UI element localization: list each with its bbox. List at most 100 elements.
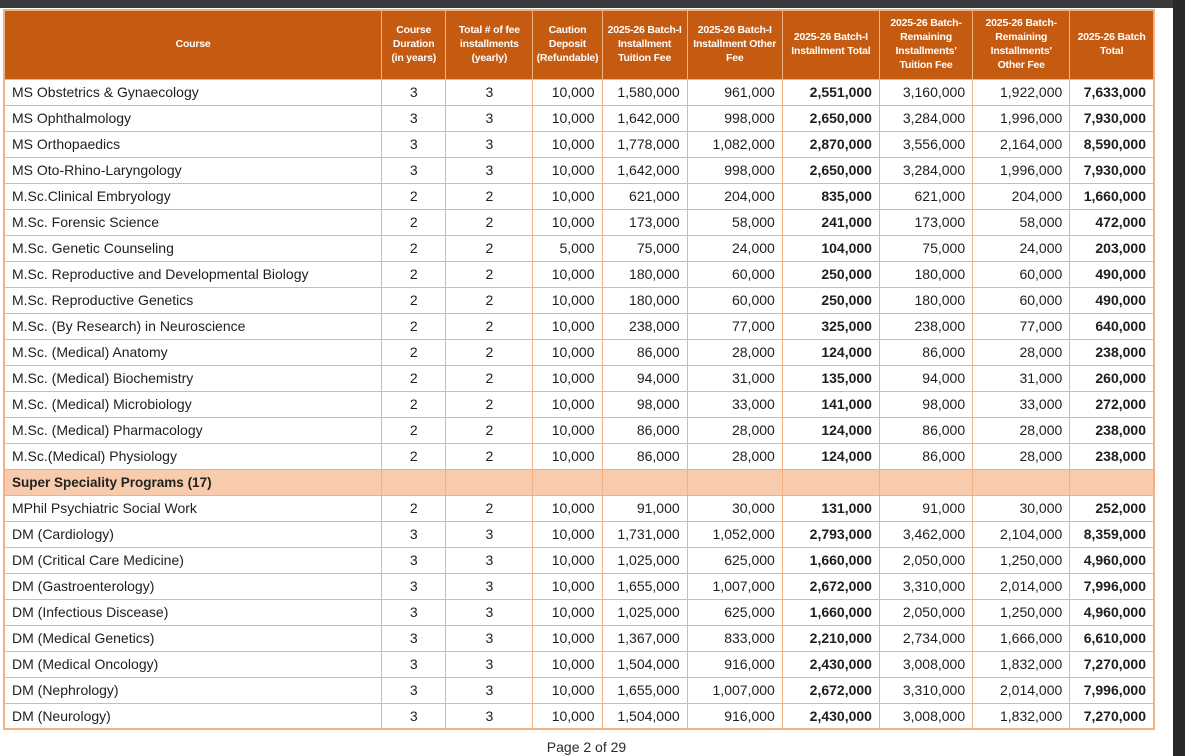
course-cell: M.Sc.Clinical Embryology [3,182,383,210]
value-cell: 2 [381,416,447,444]
value-cell: 141,000 [781,390,880,418]
value-cell: 1,666,000 [972,624,1071,652]
value-cell: 91,000 [878,494,974,522]
value-cell: 3 [445,676,534,704]
value-cell: 2,672,000 [781,572,880,600]
table-row: DM (Cardiology) 3 3 10,000 1,731,000 1,052,00… [3,520,1155,548]
value-cell: 60,000 [972,260,1071,288]
value-cell: 7,930,000 [1069,104,1155,132]
value-cell [972,468,1071,496]
value-cell: 203,000 [1069,234,1155,262]
value-cell: 472,000 [1069,208,1155,236]
course-cell: DM (Gastroenterology) [3,572,383,600]
value-cell: 3 [445,650,534,678]
value-cell: 2 [381,494,447,522]
value-cell: 238,000 [1069,442,1155,470]
value-cell: 3,160,000 [878,78,974,106]
header-cell-installments: Total # of fee installments (yearly) [445,9,534,80]
header-cell-batch-total: 2025-26 Batch Total [1069,9,1155,80]
value-cell: 998,000 [686,156,783,184]
value-cell: 2,551,000 [781,78,880,106]
value-cell: 131,000 [781,494,880,522]
value-cell: 10,000 [532,260,603,288]
value-cell: 916,000 [686,702,783,730]
value-cell: 621,000 [878,182,974,210]
value-cell: 325,000 [781,312,880,340]
value-cell: 10,000 [532,364,603,392]
value-cell: 86,000 [601,442,688,470]
value-cell: 10,000 [532,702,603,730]
value-cell: 86,000 [601,338,688,366]
value-cell: 28,000 [972,416,1071,444]
value-cell: 2,430,000 [781,650,880,678]
value-cell: 1,922,000 [972,78,1071,106]
header-cell-batch1-tuition-fee: 2025-26 Batch-I Installment Tuition Fee [601,9,688,80]
value-cell: 30,000 [972,494,1071,522]
value-cell: 7,270,000 [1069,650,1155,678]
value-cell: 77,000 [972,312,1071,340]
value-cell: 3,284,000 [878,104,974,132]
value-cell: 1,660,000 [781,546,880,574]
value-cell [532,468,603,496]
table-row: MS Orthopaedics 3 3 10,000 1,778,000 1,082,00… [3,130,1155,158]
value-cell: 10,000 [532,598,603,626]
value-cell: 3,556,000 [878,130,974,158]
value-cell: 3 [381,702,447,730]
course-cell: M.Sc. Genetic Counseling [3,234,383,262]
value-cell: 1,007,000 [686,676,783,704]
value-cell: 998,000 [686,104,783,132]
value-cell: 28,000 [686,442,783,470]
value-cell: 1,832,000 [972,702,1071,730]
value-cell: 2,014,000 [972,572,1071,600]
value-cell: 180,000 [601,260,688,288]
value-cell: 490,000 [1069,260,1155,288]
value-cell: 1,504,000 [601,702,688,730]
value-cell: 10,000 [532,546,603,574]
value-cell: 8,359,000 [1069,520,1155,548]
value-cell [601,468,688,496]
value-cell: 2,793,000 [781,520,880,548]
header-cell-course: Course [3,9,383,80]
table-row: DM (Gastroenterology) 3 3 10,000 1,655,000 1,… [3,572,1155,600]
value-cell: 1,655,000 [601,572,688,600]
table-header-row: Course Course Duration (in years) Total … [3,9,1155,80]
value-cell: 2 [381,390,447,418]
value-cell: 238,000 [1069,338,1155,366]
value-cell: 2 [445,234,534,262]
value-cell: 3 [381,572,447,600]
value-cell: 1,250,000 [972,598,1071,626]
course-cell: DM (Infectious Discease) [3,598,383,626]
value-cell: 2 [381,234,447,262]
course-cell: DM (Medical Oncology) [3,650,383,678]
value-cell: 7,930,000 [1069,156,1155,184]
value-cell: 94,000 [601,364,688,392]
value-cell: 625,000 [686,546,783,574]
value-cell: 86,000 [601,416,688,444]
value-cell: 3 [445,104,534,132]
value-cell: 10,000 [532,416,603,444]
value-cell: 10,000 [532,156,603,184]
value-cell: 104,000 [781,234,880,262]
value-cell: 625,000 [686,598,783,626]
value-cell: 24,000 [972,234,1071,262]
value-cell: 2,650,000 [781,156,880,184]
value-cell: 77,000 [686,312,783,340]
value-cell: 3 [445,702,534,730]
course-cell: MS Oto-Rhino-Laryngology [3,156,383,184]
window-right-bar [1173,0,1185,756]
table-row: M.Sc.Clinical Embryology 2 2 10,000 621,000 2… [3,182,1155,210]
value-cell: 1,642,000 [601,156,688,184]
value-cell: 10,000 [532,130,603,158]
value-cell: 3 [381,546,447,574]
value-cell: 6,610,000 [1069,624,1155,652]
value-cell: 10,000 [532,78,603,106]
value-cell: 86,000 [878,442,974,470]
value-cell: 1,504,000 [601,650,688,678]
value-cell: 2 [445,338,534,366]
value-cell: 173,000 [601,208,688,236]
value-cell: 3 [381,130,447,158]
value-cell: 3,008,000 [878,702,974,730]
table-row: DM (Nephrology) 3 3 10,000 1,655,000 1,007,00… [3,676,1155,704]
value-cell: 1,996,000 [972,156,1071,184]
value-cell: 3,310,000 [878,676,974,704]
